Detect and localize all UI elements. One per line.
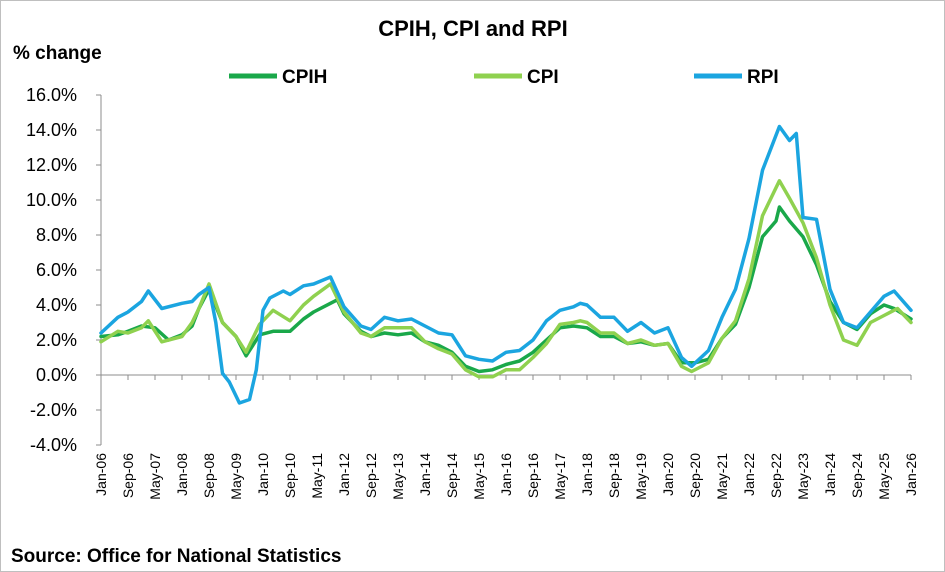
series-line-rpi (99, 124, 913, 405)
x-tick-label: Jan-10 (255, 453, 271, 496)
legend-label-rpi: RPI (747, 67, 779, 88)
x-tick-label: Jan-26 (903, 453, 919, 496)
x-tick-label: Sep-20 (687, 453, 703, 498)
x-tick-label: Jan-16 (498, 453, 514, 496)
x-tick-label: May-23 (795, 453, 811, 500)
y-tick-label: -2.0% (30, 400, 77, 420)
legend: CPIH CPI RPI (229, 67, 779, 88)
x-tick-label: May-25 (876, 453, 892, 500)
y-tick-label: 16.0% (26, 85, 77, 105)
x-tick-label: May-19 (633, 453, 649, 500)
y-tick-label: 12.0% (26, 155, 77, 175)
y-tick-label: 14.0% (26, 120, 77, 140)
x-tick-label: Sep-12 (363, 453, 379, 498)
x-tick-label: Jan-14 (417, 453, 433, 496)
x-tick-label: Jan-12 (336, 453, 352, 496)
x-tick-label: May-17 (552, 453, 568, 500)
x-tick-label: May-13 (390, 453, 406, 500)
x-tick-label: Sep-16 (525, 453, 541, 498)
y-axis-label: % change (13, 43, 102, 64)
x-tick-label: May-09 (228, 453, 244, 500)
y-tick-label: -4.0% (30, 435, 77, 455)
y-tick-label: 6.0% (36, 260, 77, 280)
y-tick-label: 4.0% (36, 295, 77, 315)
series-line-cpi (99, 179, 913, 379)
x-tick-label: Sep-14 (444, 453, 460, 498)
series-line-cpih (99, 205, 913, 374)
x-tick-label: May-07 (147, 453, 163, 500)
x-tick-label: Jan-24 (822, 453, 838, 496)
legend-label-cpih: CPIH (282, 67, 327, 88)
x-tick-label: May-11 (309, 453, 325, 499)
x-tick-label: Jan-18 (579, 453, 595, 496)
legend-label-cpi: CPI (527, 67, 559, 88)
x-tick-label: Jan-20 (660, 453, 676, 496)
y-tick-label: 0.0% (36, 365, 77, 385)
axes: -4.0% -2.0% 0.0% 2.0% 4.0% 6.0% 8.0% 10.0% 12.0%… (26, 85, 919, 500)
x-tick-label: Jan-22 (741, 453, 757, 496)
x-tick-label: May-21 (714, 453, 730, 500)
y-tick-label: 8.0% (36, 225, 77, 245)
y-tick-label: 2.0% (36, 330, 77, 350)
x-tick-label: Sep-06 (120, 453, 136, 498)
source-note: Source: Office for National Statistics (11, 546, 341, 567)
x-tick-label: Jan-06 (93, 453, 109, 496)
x-tick-label: Sep-24 (849, 453, 865, 498)
x-tick-label: May-15 (471, 453, 487, 500)
chart-title: CPIH, CPI and RPI (378, 16, 567, 41)
y-tick-label: 10.0% (26, 190, 77, 210)
x-tick-label: Sep-08 (201, 453, 217, 498)
x-tick-label: Sep-18 (606, 453, 622, 498)
plot-area (99, 124, 913, 405)
x-tick-label: Sep-22 (768, 453, 784, 498)
x-tick-label: Sep-10 (282, 453, 298, 498)
x-tick-label: Jan-08 (174, 453, 190, 496)
